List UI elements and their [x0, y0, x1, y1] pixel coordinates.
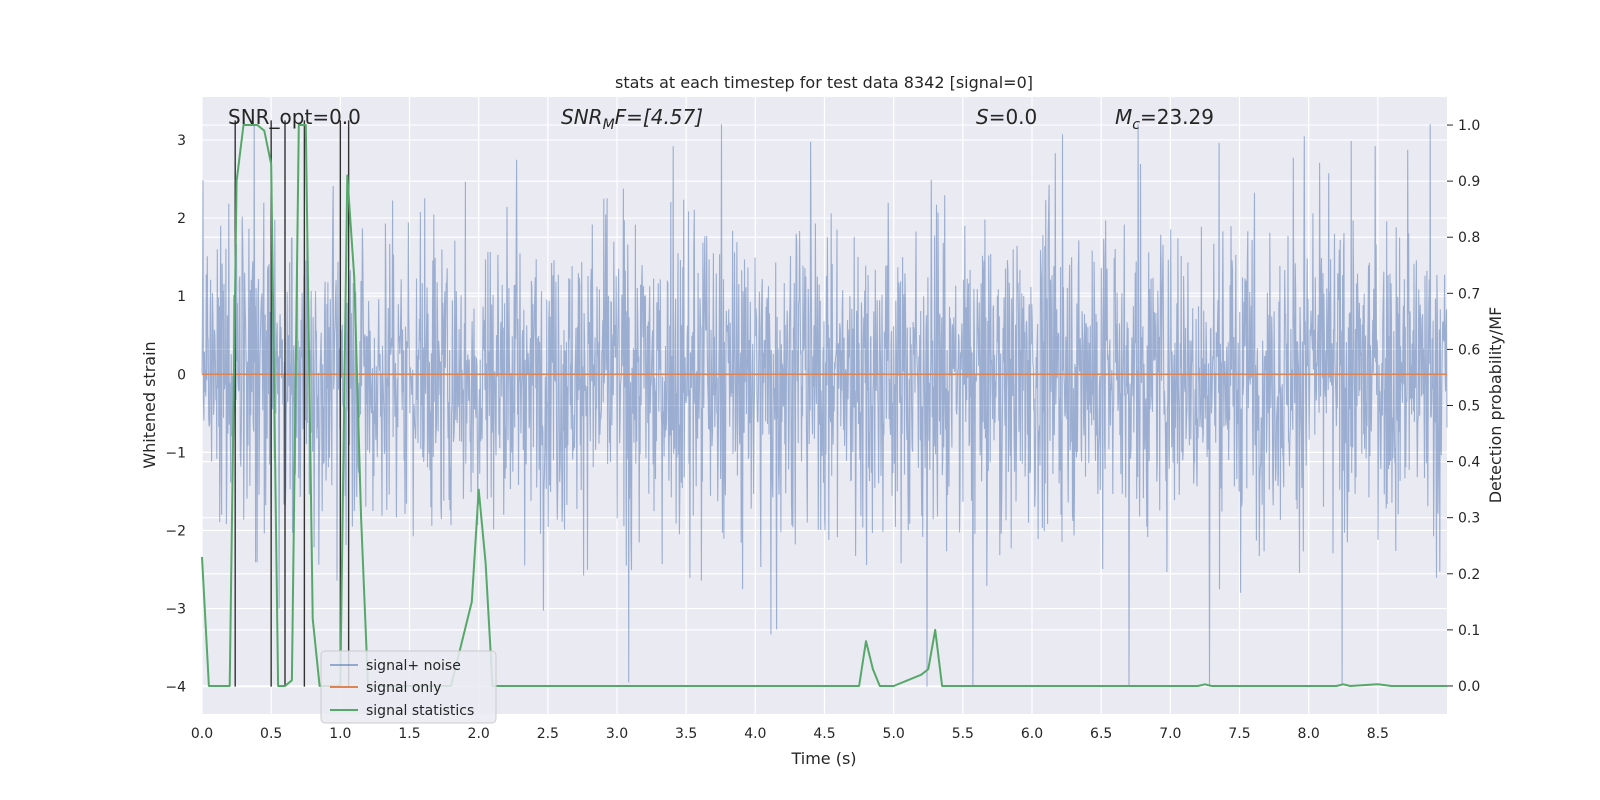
- line-signal-noise: [201, 124, 1448, 687]
- annotation-mc: Mc=23.29: [1115, 105, 1214, 133]
- x-tick-label: 4.0: [744, 726, 766, 742]
- legend-box: [320, 650, 497, 724]
- x-tick-label: 7.0: [1159, 726, 1181, 742]
- annotation-snr-mf-sub: M: [603, 117, 615, 133]
- legend-label-signal-noise: signal+ noise: [366, 658, 461, 674]
- y-tick-label-right: 0.5: [1458, 399, 1480, 415]
- y-axis-left-label: Whitened strain: [140, 341, 159, 468]
- annotation-mc-sub: c: [1132, 117, 1140, 133]
- annotation-snr-mf-var: SNR: [561, 105, 603, 129]
- line-signal-statistics: [201, 124, 1447, 687]
- y-tick-label-right: 0.2: [1458, 567, 1480, 583]
- x-tick-label: 0.5: [260, 726, 282, 742]
- x-tick-label: 4.5: [813, 726, 835, 742]
- x-tick-label: 2.0: [468, 726, 490, 742]
- chart-title: stats at each timestep for test data 834…: [615, 73, 1033, 92]
- y-tick-label-left: −4: [165, 680, 186, 696]
- x-tick-label: 3.0: [606, 726, 628, 742]
- y-tick-label-right: 0.9: [1458, 174, 1480, 190]
- annotation-s-rest: =0.0: [989, 105, 1038, 129]
- x-tick-label: 7.5: [1228, 726, 1250, 742]
- vertical-markers: [234, 120, 350, 687]
- x-tick-label: 0.0: [191, 726, 213, 742]
- y-tick-label-right: 0.1: [1458, 623, 1480, 639]
- y-tick-label-right: 0.7: [1458, 286, 1480, 302]
- annotation-mc-rest: =23.29: [1140, 105, 1214, 129]
- y-axis-left: 3 2 1 0 −1 −2 −3 −4: [165, 133, 186, 696]
- x-tick-label: 5.5: [952, 726, 974, 742]
- y-tick-label-left: 0: [177, 367, 186, 383]
- y-tick-label-right: 1.0: [1458, 118, 1480, 134]
- x-tick-label: 2.5: [537, 726, 559, 742]
- x-axis-label: Time (s): [790, 749, 856, 768]
- y-axis-right-label: Detection probability/MF: [1486, 307, 1505, 504]
- x-tick-label: 6.0: [1021, 726, 1043, 742]
- y-tick-label-right: 0.4: [1458, 455, 1480, 471]
- signal-noise-series: [201, 124, 1448, 687]
- y-tick-label-right: 0.6: [1458, 342, 1480, 358]
- x-tick-label: 8.5: [1367, 726, 1389, 742]
- x-axis: 0.0 0.5 1.0 1.5 2.0 2.5 3.0 3.5 4.0 4.5 5.0 5.5 6.0 6…: [191, 726, 1389, 742]
- annotation-s-var: S: [976, 105, 989, 129]
- x-tick-label: 5.0: [883, 726, 905, 742]
- annotation-snr-opt: SNR_opt=0.0: [228, 105, 361, 129]
- y-tick-label-right: 0.8: [1458, 230, 1480, 246]
- annotation-s: S=0.0: [976, 105, 1037, 129]
- y-tick-label-right: 0.0: [1458, 679, 1480, 695]
- legend-label-signal-statistics: signal statistics: [366, 703, 474, 719]
- legend-label-signal-only: signal only: [366, 680, 441, 696]
- x-tick-label: 6.5: [1090, 726, 1112, 742]
- y-tick-label-right: 0.3: [1458, 511, 1480, 527]
- x-tick-label: 3.5: [675, 726, 697, 742]
- legend: signal+ noise signal only signal statist…: [320, 650, 497, 724]
- y-tick-label-left: 3: [177, 133, 186, 149]
- x-tick-label: 1.5: [398, 726, 420, 742]
- y-tick-label-left: 1: [177, 289, 186, 305]
- y-tick-label-left: 2: [177, 211, 186, 227]
- annotation-snr-mf: SNRMF=[4.57]: [561, 105, 703, 133]
- annotation-mc-var: M: [1115, 105, 1132, 129]
- x-tick-label: 1.0: [329, 726, 351, 742]
- x-tick-label: 8.0: [1298, 726, 1320, 742]
- y-axis-right: 1.0 0.9 0.8 0.7 0.6 0.5 0.4 0.3 0.2 0.1 0.0: [1447, 118, 1480, 695]
- y-tick-label-left: −1: [165, 445, 186, 461]
- y-tick-label-left: −2: [165, 523, 186, 539]
- signal-statistics-series: [201, 124, 1447, 687]
- y-tick-label-left: −3: [165, 602, 186, 618]
- annotation-snr-mf-rest: F=[4.57]: [615, 105, 703, 129]
